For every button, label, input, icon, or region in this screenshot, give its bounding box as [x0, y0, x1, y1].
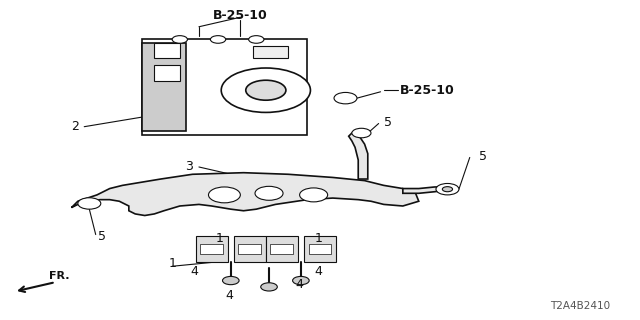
Bar [154, 43, 180, 59]
Bar [141, 43, 186, 132]
Polygon shape [403, 187, 447, 193]
Bar [196, 236, 228, 261]
Bar [239, 244, 261, 253]
Text: T2A4B2410: T2A4B2410 [550, 301, 610, 311]
Bar [270, 244, 293, 253]
Circle shape [223, 276, 239, 285]
Circle shape [300, 188, 328, 202]
Text: 4: 4 [296, 278, 303, 291]
Text: 1: 1 [168, 257, 176, 269]
Text: 4: 4 [315, 265, 323, 278]
Circle shape [248, 36, 264, 43]
Bar [141, 39, 307, 135]
Circle shape [246, 80, 286, 100]
Circle shape [442, 187, 452, 192]
Circle shape [211, 36, 226, 43]
Text: 1: 1 [315, 232, 323, 245]
Circle shape [260, 283, 277, 291]
Text: 2: 2 [71, 120, 79, 133]
Circle shape [221, 68, 310, 112]
Bar [308, 244, 332, 253]
Text: 3: 3 [186, 160, 193, 173]
Text: B-25-10: B-25-10 [399, 84, 454, 97]
Circle shape [255, 186, 283, 200]
Circle shape [334, 92, 357, 104]
Bar [253, 46, 288, 59]
Text: B-25-10: B-25-10 [213, 9, 268, 22]
Bar [154, 65, 180, 81]
Bar [234, 236, 266, 261]
Text: 5: 5 [99, 230, 106, 243]
Bar [266, 236, 298, 261]
Text: 5: 5 [384, 116, 392, 129]
Circle shape [436, 183, 459, 195]
Circle shape [292, 276, 309, 285]
Text: 1: 1 [216, 232, 223, 245]
Polygon shape [72, 173, 419, 215]
Circle shape [172, 36, 188, 43]
Circle shape [352, 128, 371, 138]
Polygon shape [349, 133, 368, 179]
Text: FR.: FR. [49, 271, 70, 281]
Circle shape [78, 198, 100, 209]
Text: 4: 4 [190, 265, 198, 278]
Bar [200, 244, 223, 253]
Text: 5: 5 [479, 150, 487, 163]
Text: 4: 4 [225, 289, 234, 302]
Circle shape [209, 187, 241, 203]
Bar [304, 236, 336, 261]
